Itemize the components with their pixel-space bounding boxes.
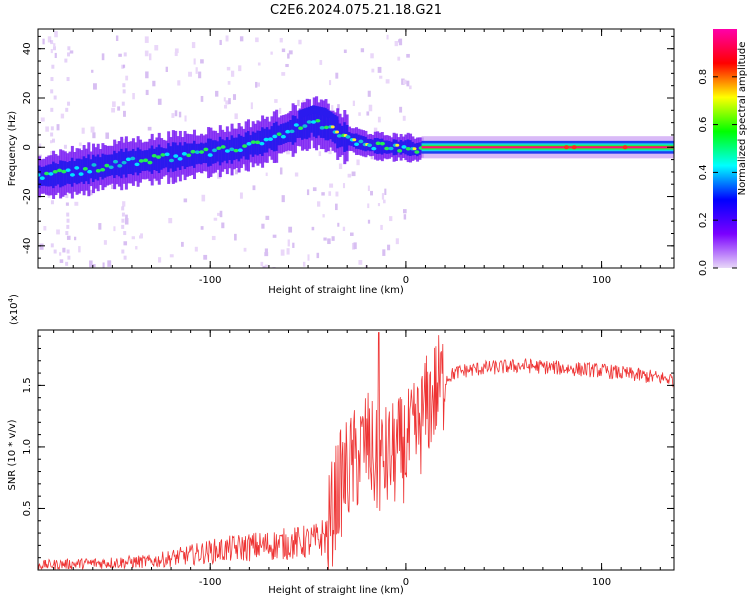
heatmap-streak-1 <box>63 46 71 266</box>
colorbar: 0.0 0.2 0.4 0.6 0.8 Normalized spectral ampli… <box>698 29 748 276</box>
heatmap-band <box>38 96 424 199</box>
heatmap-ridge-blobs <box>38 118 424 180</box>
colorbar-label: Normalized spectral amplitude <box>737 42 748 196</box>
snr-series-line <box>38 332 674 570</box>
carrier-dot-2 <box>622 145 628 150</box>
heatmap-panel: -100 0 100 -40 -20 0 20 40 Height of straight li… <box>7 28 675 296</box>
snr-ytick-label: 1.5 <box>22 377 33 393</box>
snr-ytick-label: 1.0 <box>22 439 33 455</box>
heatmap-xlabel: Height of straight line (km) <box>268 285 404 296</box>
heatmap-ytick-label: 40 <box>22 42 33 55</box>
snr-ylabel: SNR (10 * v/v) <box>7 419 18 490</box>
snr-frame <box>37 329 675 571</box>
carrier-dot-1 <box>571 145 577 150</box>
snr-xtick-label: 0 <box>403 577 409 588</box>
heatmap-ytick-label: -40 <box>22 238 33 254</box>
heatmap-xtick-label: -100 <box>199 275 222 286</box>
snr-xlabel: Height of straight line (km) <box>268 585 404 596</box>
figure-title: C2E6.2024.075.21.18.G21 <box>270 3 442 18</box>
heatmap-tail <box>298 105 339 125</box>
heatmap-ytick-label: 0 <box>22 144 33 150</box>
heatmap-ytick-label: 20 <box>22 92 33 105</box>
snr-multiplier: (x104) <box>7 294 20 325</box>
heatmap-ytick-label: -20 <box>22 188 33 204</box>
colorbar-gradient <box>713 29 737 268</box>
heatmap-xtick-label: 0 <box>403 275 409 286</box>
colorbar-tick-label: 0.2 <box>698 212 709 228</box>
heatmap-plot-area <box>38 31 674 268</box>
snr-multiplier-text: (x104) <box>7 294 20 325</box>
heatmap-carrier <box>421 136 674 159</box>
snr-xtick-label: 100 <box>592 577 611 588</box>
colorbar-tick-label: 0.8 <box>698 69 709 85</box>
snr-ytick-label: 0.5 <box>22 501 33 517</box>
snr-xtick-label: -100 <box>199 577 222 588</box>
colorbar-tick-label: 0.6 <box>698 117 709 133</box>
heatmap-frame <box>37 28 675 269</box>
colorbar-tick-label: 0.0 <box>698 260 709 276</box>
heatmap-xtick-label: 100 <box>592 275 611 286</box>
heatmap-ylabel: Frequency (Hz) <box>7 111 18 187</box>
carrier-dot-0 <box>563 145 569 150</box>
heatmap-streak-0 <box>50 40 57 254</box>
snr-panel: -100 0 100 0.5 1.0 1.5 Height of straight line… <box>7 294 675 596</box>
colorbar-tick-label: 0.4 <box>698 164 709 180</box>
